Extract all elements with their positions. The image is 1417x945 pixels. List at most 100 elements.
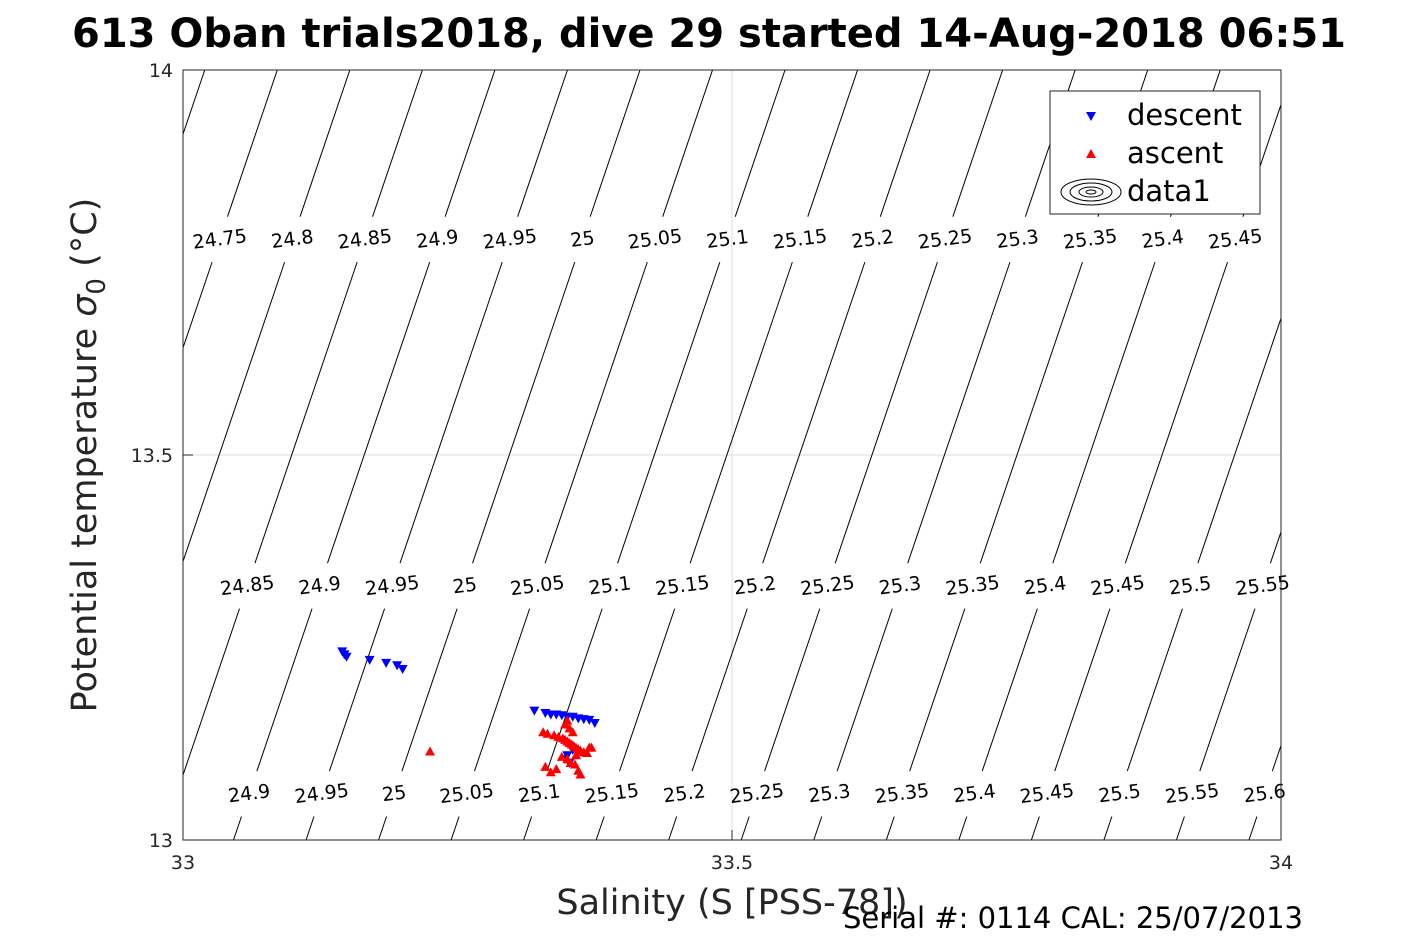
contour-labels: 24.75 24.8 24.8524.8524.924.924.924.9524.9… [191, 225, 1291, 808]
contour-line [378, 816, 388, 840]
legend-data1-label: data1 [1127, 174, 1211, 208]
contour-line [668, 816, 678, 840]
contour-label: 25.4 [1023, 572, 1068, 599]
legend: descent ascent data1 [1049, 90, 1261, 215]
descent-point [381, 658, 392, 668]
y-axis-ticks: 13 13.5 14 [131, 60, 193, 852]
data-points [337, 647, 600, 779]
contour-line [546, 608, 603, 772]
contour-label: 25.1 [705, 226, 750, 253]
y-axis-label-unit: (°C) [65, 198, 105, 278]
ascent-point [571, 750, 582, 760]
contour-line [619, 608, 676, 772]
chart-title: 613 Oban trials2018, dive 29 started 14-… [72, 11, 1346, 57]
contour-label: 24.9 [227, 780, 272, 807]
contour-line [689, 261, 793, 564]
contour-line [952, 70, 1004, 217]
legend-descent-label: descent [1127, 98, 1242, 132]
contour-line [256, 608, 313, 772]
descent-point [341, 652, 352, 662]
serial-cal-info: Serial #: 0114 CAL: 25/07/2013 [843, 901, 1303, 935]
descent-point [529, 706, 540, 716]
contour-line [1199, 608, 1256, 772]
x-tick-label: 33 [171, 852, 195, 874]
contour-line [1124, 261, 1229, 564]
x-axis-label: Salinity (S [PSS-78]) [556, 883, 907, 923]
ascent-point [582, 747, 593, 757]
descent-point [584, 715, 595, 725]
contour-line [617, 261, 721, 564]
contour-line [233, 816, 242, 840]
contour-line [1103, 816, 1113, 840]
contour-label: 25.3 [807, 780, 852, 807]
legend-ascent-label: ascent [1127, 136, 1223, 170]
contour-line [401, 608, 458, 772]
contour-line [450, 816, 460, 840]
descent-point [397, 665, 408, 675]
legend-data1-marker [1060, 178, 1122, 206]
contour-line [1126, 608, 1183, 772]
ascent-point [569, 759, 580, 769]
contour-line [1197, 316, 1281, 564]
contour-line [958, 816, 968, 840]
contour-line [327, 261, 431, 564]
contour-line [254, 261, 358, 564]
y-tick-label: 13 [149, 830, 173, 852]
contour-line [734, 70, 786, 217]
contour-label: 25.5 [1097, 780, 1142, 807]
contour-line [836, 608, 893, 772]
contour-line [909, 608, 966, 772]
contour-line [589, 70, 641, 217]
ascent-point [584, 742, 595, 752]
x-tick-label: 34 [1269, 852, 1293, 874]
contour-line [885, 816, 895, 840]
legend-descent-marker [1086, 112, 1096, 121]
ascent-point [540, 761, 551, 771]
contour-label: 25.5 [1168, 572, 1213, 599]
y-axis-label-main: Potential temperature [65, 317, 105, 713]
contour-label: 25.2 [850, 226, 895, 253]
contour-line [595, 816, 605, 840]
ascent-point [556, 751, 567, 761]
contour-line [907, 261, 1011, 564]
contour-line [523, 816, 533, 840]
contour-line [183, 261, 286, 563]
contour-line [299, 70, 351, 217]
contour-label: 24.9 [415, 226, 460, 253]
contour-label: 25.2 [662, 780, 707, 807]
contour-line [662, 70, 713, 217]
contour-label: 25.6 [1242, 780, 1287, 807]
contour-label: 25.3 [878, 572, 923, 599]
y-tick-label: 13.5 [131, 445, 173, 467]
ascent-point [567, 727, 578, 737]
contour-line [183, 608, 240, 777]
contour-line [305, 816, 315, 840]
legend-ascent-marker [1086, 149, 1096, 158]
contour-line [1054, 608, 1111, 772]
contour-line [691, 608, 748, 772]
ascent-point [545, 767, 556, 777]
contour-label: 25 [451, 573, 478, 598]
x-axis-ticks: 33 33.5 34 [171, 830, 1293, 874]
contour-line [807, 70, 859, 217]
y-axis-label: Potential temperature σ0 (°C) [65, 198, 112, 713]
contour-label: 25.3 [995, 226, 1040, 253]
legend-box [1049, 90, 1261, 215]
contour-line [474, 608, 531, 772]
contour-line [372, 70, 423, 217]
ascent-point [575, 769, 586, 779]
contour-line [399, 261, 503, 564]
contour-line [740, 816, 750, 840]
contour-line [1175, 816, 1185, 840]
descent-point [364, 655, 375, 665]
contour-line [517, 70, 568, 217]
density-contours [183, 70, 1281, 840]
y-axis-label-subscript: 0 [82, 278, 112, 295]
contour-label: 25.4 [952, 780, 997, 807]
contour-label: 25.2 [733, 572, 778, 599]
contour-line [1030, 816, 1040, 840]
contour-line [981, 608, 1038, 772]
x-tick-label: 33.5 [711, 852, 753, 874]
contour-label: 25 [381, 781, 408, 806]
ascent-point [425, 746, 436, 756]
